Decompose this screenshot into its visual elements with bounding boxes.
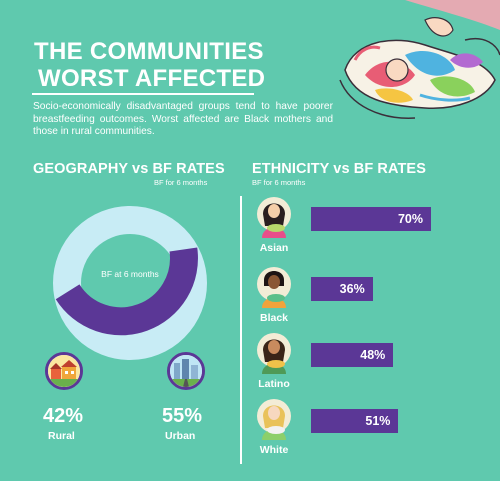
- ethnicity-row-asian: Asian 70%: [253, 196, 493, 258]
- ethnicity-bar-track: 48%: [311, 343, 441, 367]
- ethnicity-row-white: White 51%: [253, 398, 493, 460]
- intro-paragraph: Socio-economically disadvantaged groups …: [33, 101, 333, 137]
- urban-percentage: 55%: [162, 405, 203, 427]
- asian-mother-icon: [257, 197, 291, 238]
- latino-mother-icon: [257, 333, 291, 374]
- ethnicity-bar-track: 51%: [311, 409, 441, 433]
- ethnicity-bar-track: 36%: [311, 277, 441, 301]
- rural-houses-icon: [45, 352, 83, 390]
- ethnicity-bar: 48%: [311, 343, 394, 367]
- ethnicity-label: White: [259, 444, 289, 456]
- section-divider: [240, 196, 242, 464]
- ethnicity-bar: 70%: [311, 207, 431, 231]
- rural-percentage: 42%: [43, 405, 84, 427]
- geography-subtitle: BF for 6 months: [154, 178, 208, 187]
- ethnicity-bar: 51%: [311, 409, 399, 433]
- donut-rural-segment: [55, 247, 198, 336]
- ethnicity-label: Black: [259, 312, 289, 324]
- ethnicity-label: Asian: [259, 242, 289, 254]
- page-title: THE COMMUNITIES WORST AFFECTED: [34, 38, 265, 92]
- rural-label: Rural: [48, 430, 75, 442]
- geography-section-title: GEOGRAPHY vs BF RATES: [33, 161, 225, 177]
- title-line-2: WORST AFFECTED: [38, 65, 266, 92]
- ethnicity-row-latino: Latino 48%: [253, 332, 493, 394]
- ethnicity-subtitle: BF for 6 months: [252, 178, 306, 187]
- geography-donut-chart: [53, 206, 207, 360]
- ethnicity-bar: 36%: [311, 277, 373, 301]
- urban-label: Urban: [165, 430, 196, 442]
- donut-center-label: BF at 6 months: [101, 269, 159, 279]
- ethnicity-label: Latino: [258, 378, 290, 390]
- title-line-1: THE COMMUNITIES: [34, 38, 264, 65]
- white-mother-icon: [257, 399, 291, 440]
- ethnicity-row-black: Black 36%: [253, 266, 493, 328]
- city-skyline-icon: [167, 352, 205, 390]
- ethnicity-bar-track: 70%: [311, 207, 441, 231]
- ethnicity-bar-value: 70%: [397, 212, 423, 226]
- ethnicity-bar-value: 51%: [365, 414, 391, 428]
- ethnicity-bar-value: 48%: [360, 348, 386, 362]
- black-mother-icon: [257, 267, 291, 308]
- mother-and-baby-illustration: [339, 0, 500, 119]
- ethnicity-bar-value: 36%: [339, 282, 365, 296]
- title-underline: [32, 93, 254, 95]
- ethnicity-section-title: ETHNICITY vs BF RATES: [252, 161, 426, 177]
